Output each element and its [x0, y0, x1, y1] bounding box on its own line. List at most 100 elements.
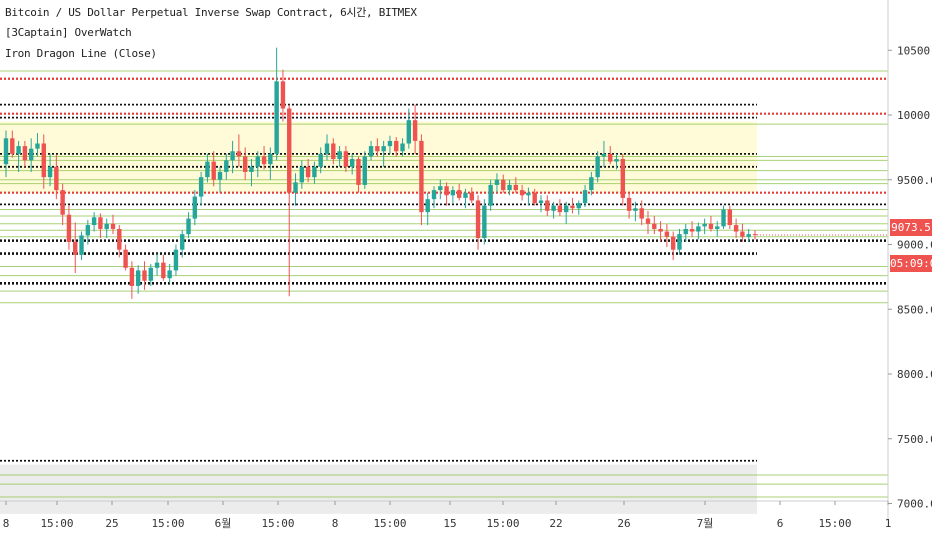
candle-body [425, 199, 430, 213]
candle-body [154, 262, 160, 268]
time-tick-label: 6월 [215, 517, 232, 530]
candle-body [205, 161, 210, 178]
candle-body [274, 81, 279, 154]
candle-body [538, 200, 544, 204]
candle-body [400, 143, 405, 152]
candle-body [406, 120, 412, 144]
candle-body [469, 192, 474, 201]
indicator-iron-dragon-label[interactable]: Iron Dragon Line (Close) [5, 47, 157, 60]
candle-body [60, 190, 65, 215]
candle-body [3, 138, 9, 165]
candle-body [601, 153, 607, 157]
candle-body [419, 140, 424, 213]
candle-body [633, 208, 638, 211]
candles [3, 47, 758, 299]
candle-body [198, 177, 204, 197]
candle-body [570, 205, 575, 209]
candle-body [368, 146, 374, 157]
price-tick-label: 9500.0 [897, 174, 932, 187]
candle-body [494, 179, 500, 185]
candle-body [438, 186, 443, 191]
candle-body [614, 159, 619, 162]
time-tick-label: 26 [617, 517, 630, 530]
candle-body [230, 151, 235, 161]
candle-body [752, 234, 758, 236]
candle-body [456, 190, 462, 198]
candle-body [287, 108, 292, 193]
candle-body [708, 223, 714, 229]
candle-body [343, 151, 349, 167]
candle-body [186, 218, 191, 235]
candle-body [167, 270, 172, 279]
candle-body [450, 190, 456, 196]
candle-body [35, 143, 40, 149]
candle-body [677, 234, 682, 250]
candle-body [242, 156, 248, 172]
gray-zone [0, 464, 757, 514]
candle-body [91, 217, 97, 226]
candle-body [551, 205, 556, 211]
candle-body [645, 218, 651, 224]
candle-body [161, 262, 166, 279]
time-tick-label: 8 [332, 517, 339, 530]
candle-body [582, 190, 588, 204]
candle-body [702, 223, 707, 227]
candle-body [727, 209, 733, 226]
candle-body [318, 153, 323, 167]
candle-body [293, 182, 298, 193]
candle-body [192, 196, 198, 219]
candle-body [10, 138, 15, 154]
candle-body [312, 166, 317, 178]
candle-body [670, 236, 676, 250]
time-tick-label: 8 [3, 517, 10, 530]
candle-body [696, 226, 701, 232]
candle-body [626, 197, 632, 211]
candle-body [482, 205, 487, 239]
last-price-tag: 9073.5 [890, 219, 932, 236]
candle-body [519, 190, 525, 196]
time-tick-label: 7월 [697, 517, 714, 530]
candle-body [135, 270, 141, 286]
candle-body [129, 267, 135, 286]
price-tick-label: 7500.0 [897, 433, 932, 446]
candle-body [740, 231, 745, 237]
zones [0, 121, 757, 514]
time-tick-label: 15:00 [486, 517, 519, 530]
candle-body [123, 249, 128, 268]
candle-body [66, 214, 72, 242]
candle-body [721, 209, 726, 227]
time-tick-label: 22 [549, 517, 562, 530]
candle-body [394, 140, 399, 152]
candle-body [589, 177, 594, 191]
candle-body [349, 159, 355, 167]
candle-body [98, 217, 103, 229]
candle-body [652, 223, 657, 229]
candle-body [236, 151, 242, 157]
candle-body [683, 228, 688, 235]
candle-body [255, 156, 260, 167]
candle-body [299, 166, 305, 183]
time-tick-label: 15:00 [151, 517, 184, 530]
price-axis: 10500.0 10000.0 9500.0 9000.0 8500.0 8000.0 75… [757, 0, 932, 520]
candle-body [305, 166, 311, 178]
candle-body [526, 192, 531, 196]
candle-body [180, 234, 185, 250]
time-tick-label: 15:00 [373, 517, 406, 530]
bar-countdown-tag: 05:09:05 [890, 255, 932, 272]
candle-body [501, 179, 506, 191]
time-tick-label: 25 [105, 517, 118, 530]
candle-body [362, 156, 367, 185]
price-tick-label: 8500.0 [897, 303, 932, 316]
candle-body [689, 228, 695, 232]
candle-body [280, 81, 286, 109]
candle-body [387, 140, 393, 147]
candle-body [16, 146, 21, 154]
candle-body [104, 223, 109, 229]
candle-body [356, 159, 361, 185]
candle-body [664, 231, 670, 237]
candle-body [324, 143, 330, 154]
indicator-overwatch-label[interactable]: [3Captain] OverWatch [5, 26, 132, 39]
candle-body [28, 148, 34, 161]
candle-body [746, 234, 751, 237]
